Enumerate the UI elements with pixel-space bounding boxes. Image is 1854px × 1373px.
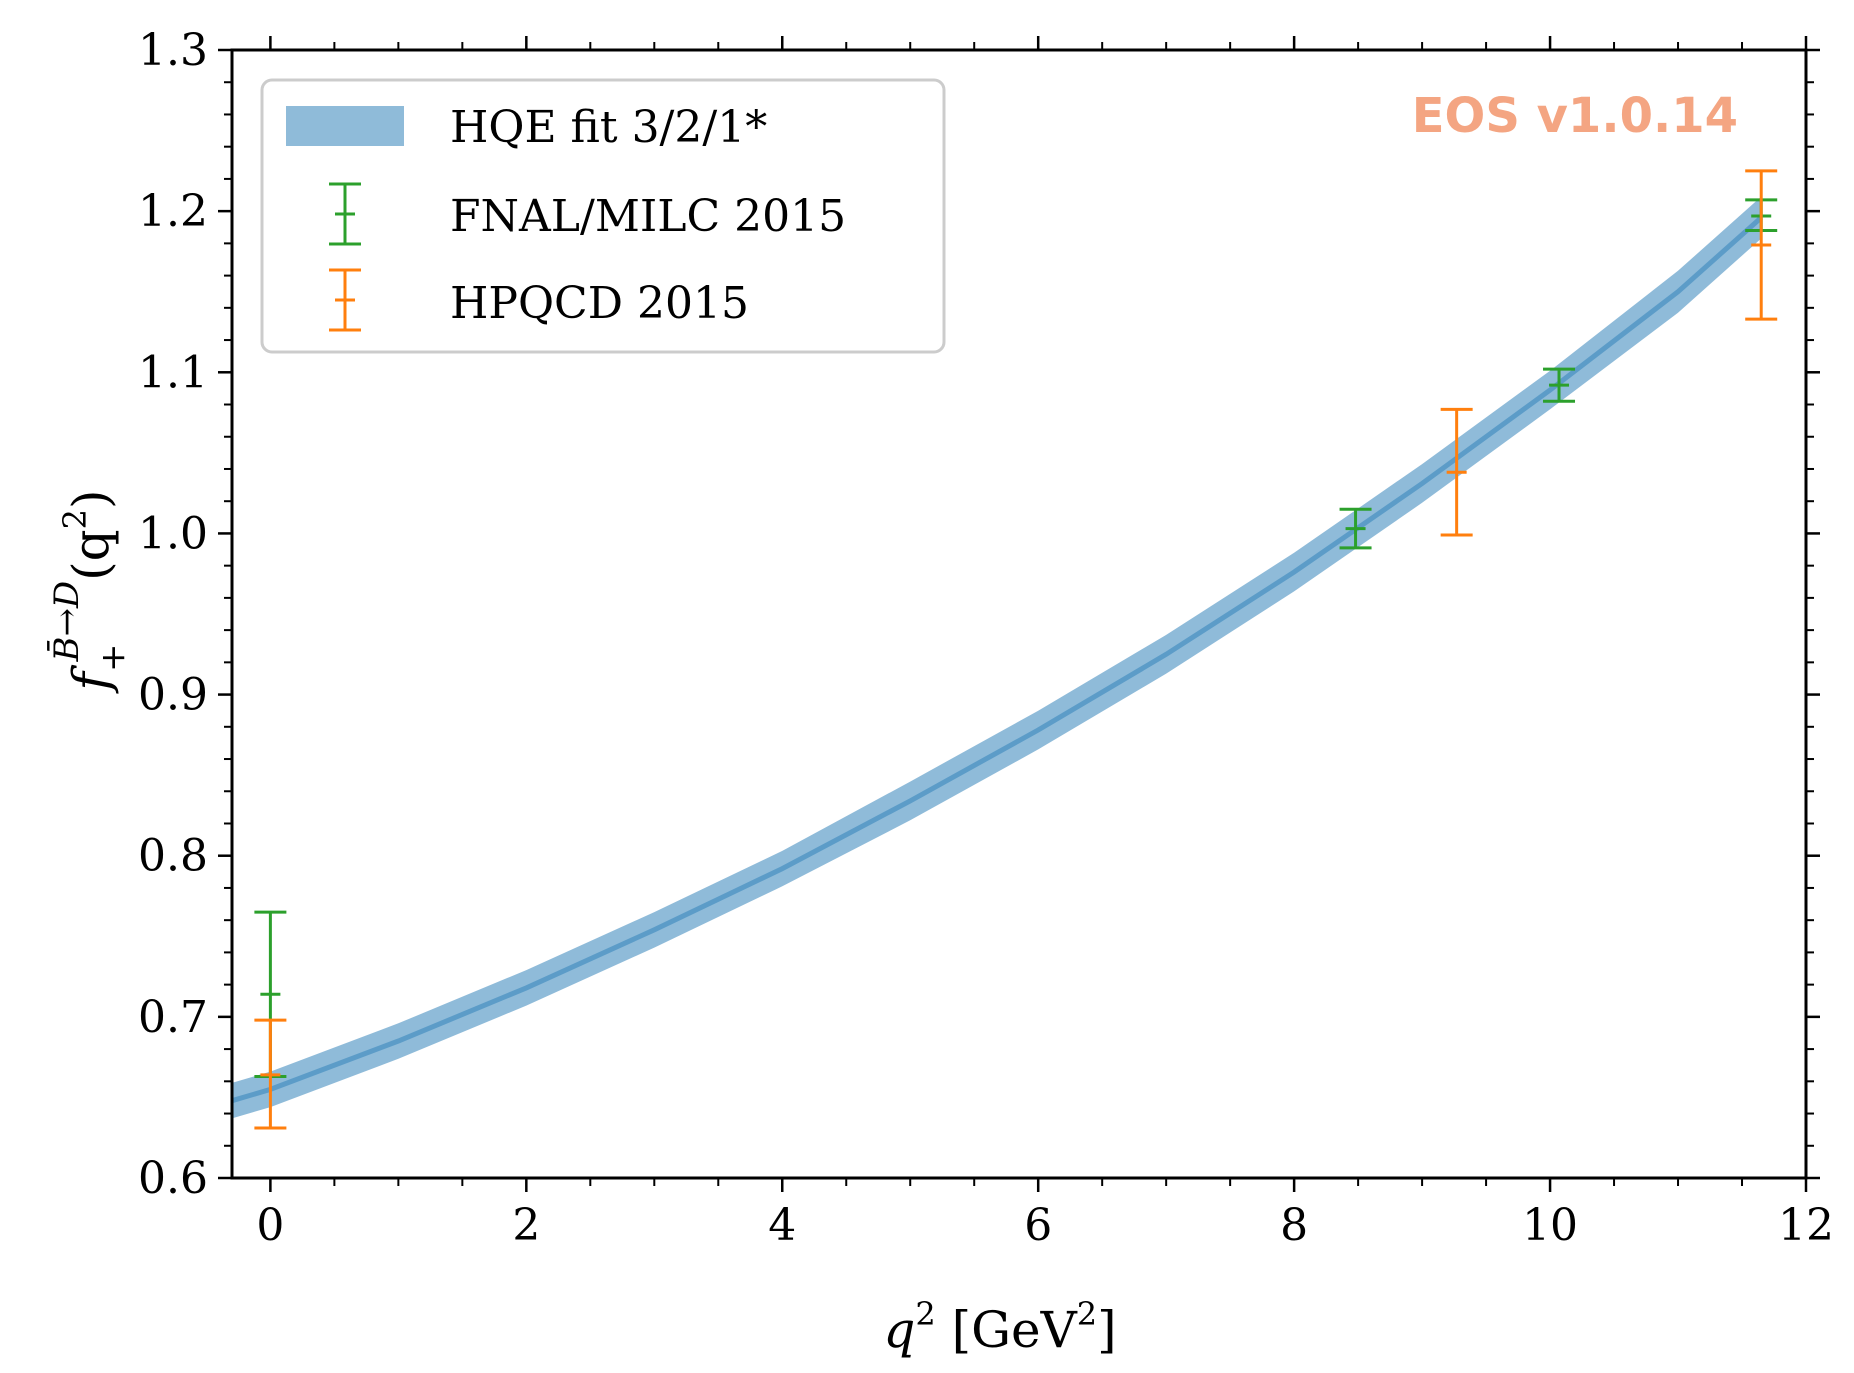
y-axis-label-arg: (q bbox=[62, 529, 120, 581]
fit-central-line bbox=[231, 215, 1763, 1104]
y-tick-label: 0.6 bbox=[138, 1153, 208, 1204]
errorbar-fnal-milc-1 bbox=[1339, 507, 1372, 550]
y-tick-label: 1.3 bbox=[138, 25, 208, 76]
y-tick-label: 1.2 bbox=[138, 186, 208, 237]
x-tick-label: 6 bbox=[1024, 1200, 1052, 1251]
plot-frame bbox=[230, 48, 1808, 1180]
x-tick-label: 10 bbox=[1522, 1200, 1578, 1251]
y-axis-label-arg-close: ) bbox=[62, 489, 120, 509]
x-axis-label-var: q bbox=[883, 1301, 915, 1359]
x-tick-label: 2 bbox=[512, 1200, 540, 1251]
errorbar-layer bbox=[254, 169, 1778, 1130]
legend-swatch-fnal-milc bbox=[329, 182, 361, 246]
errorbar-hpqcd-1 bbox=[1440, 407, 1473, 537]
y-tick-label: 1.1 bbox=[138, 347, 208, 398]
legend-label-fnal-milc: FNAL/MILC 2015 bbox=[450, 191, 846, 242]
x-axis-label: q2 [GeV2] bbox=[883, 1295, 1116, 1359]
legend: HQE fit 3/2/1* FNAL/MILC 2015 HPQCD 2015 bbox=[260, 78, 946, 354]
errorbar-hpqcd-0 bbox=[254, 1018, 287, 1130]
y-tick-label: 0.8 bbox=[138, 831, 208, 882]
y-axis-label-sup: B̄→D bbox=[46, 581, 87, 663]
watermark: EOS v1.0.14 bbox=[1412, 88, 1738, 144]
axes bbox=[218, 36, 1820, 1192]
fit-band-layer bbox=[231, 196, 1763, 1119]
x-axis-label-unit: [GeV bbox=[936, 1301, 1078, 1359]
y-axis-label-sub: + bbox=[93, 644, 133, 673]
x-tick-label: 12 bbox=[1778, 1200, 1834, 1251]
x-tick-label: 8 bbox=[1280, 1200, 1308, 1251]
y-tick-label: 0.7 bbox=[138, 992, 208, 1043]
y-tick-label: 0.9 bbox=[138, 670, 208, 721]
legend-swatch-hpqcd bbox=[329, 268, 361, 332]
legend-swatch-hqe-fit bbox=[286, 106, 404, 146]
errorbar-fnal-milc-2 bbox=[1543, 367, 1576, 403]
y-axis-label: f+B̄→D(q2) bbox=[46, 489, 133, 694]
x-axis-label-unit-sup: 2 bbox=[1077, 1295, 1097, 1333]
errorbar-hpqcd-2 bbox=[1745, 169, 1778, 321]
x-tick-label: 0 bbox=[256, 1200, 284, 1251]
y-axis-label-arg-sup: 2 bbox=[56, 509, 94, 529]
x-tick-label: 4 bbox=[768, 1200, 796, 1251]
x-axis-label-unit-close: ] bbox=[1097, 1301, 1117, 1359]
y-tick-label: 1.0 bbox=[138, 508, 208, 559]
legend-label-hpqcd: HPQCD 2015 bbox=[450, 278, 749, 329]
tick-labels: 0 2 4 6 8 10 12 0.6 0.7 0.8 0.9 1.0 1.1 1.2 1.3 bbox=[138, 25, 1834, 1251]
legend-frame bbox=[260, 78, 946, 354]
x-axis-label-var-sup: 2 bbox=[915, 1295, 935, 1333]
legend-label-hqe-fit: HQE fit 3/2/1* bbox=[450, 102, 767, 153]
